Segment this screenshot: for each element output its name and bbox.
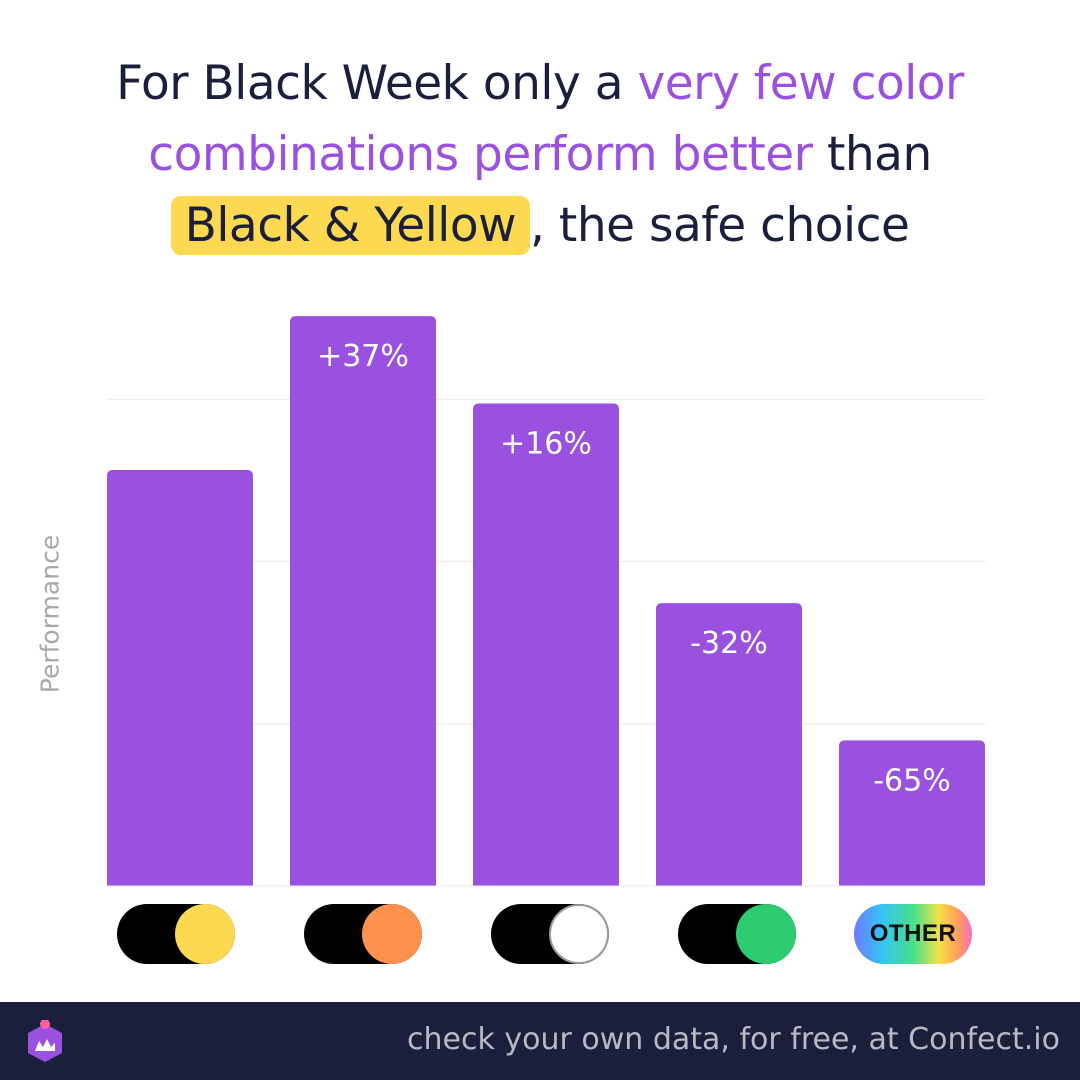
black-white-swatch-icon [491, 904, 609, 964]
chart-title: For Black Week only a very few color com… [0, 48, 1080, 261]
bar-value-label: -65% [873, 763, 951, 798]
black-orange-swatch-icon [304, 904, 422, 964]
bar [473, 403, 619, 886]
title-part-3: , the safe choice [530, 198, 910, 253]
bars [107, 316, 985, 887]
other-label: OTHER [869, 920, 957, 947]
bar-value-label: +16% [500, 426, 592, 461]
rainbow-swatch-icon: OTHER [854, 904, 972, 964]
bar-chart: +37% +16% -32% -65% [107, 316, 986, 887]
orange-dot [362, 904, 422, 964]
white-dot [549, 904, 609, 964]
confect-logo-icon[interactable] [22, 1020, 68, 1066]
title-part-2: than [812, 127, 932, 182]
title-accent: very few color combinations perform bett… [148, 56, 964, 182]
bar [290, 316, 436, 887]
yellow-dot [175, 904, 235, 964]
black-green-swatch-icon [678, 904, 796, 964]
bar [656, 603, 802, 886]
y-axis-label: Performance [35, 534, 65, 694]
title-part-1: For Black Week only a [116, 56, 638, 111]
footer-cta-text[interactable]: check your own data, for free, at Confec… [407, 1022, 1060, 1057]
bar [107, 470, 253, 886]
bar-value-labels: +37% +16% -32% -65% [317, 339, 951, 798]
footer-bar: check your own data, for free, at Confec… [0, 1002, 1080, 1080]
black-yellow-swatch-icon [117, 904, 235, 964]
bar-value-label: -32% [690, 626, 768, 661]
bar-value-label: +37% [317, 339, 409, 374]
title-highlight: Black & Yellow [170, 196, 531, 255]
bar [839, 740, 985, 886]
green-dot [736, 904, 796, 964]
